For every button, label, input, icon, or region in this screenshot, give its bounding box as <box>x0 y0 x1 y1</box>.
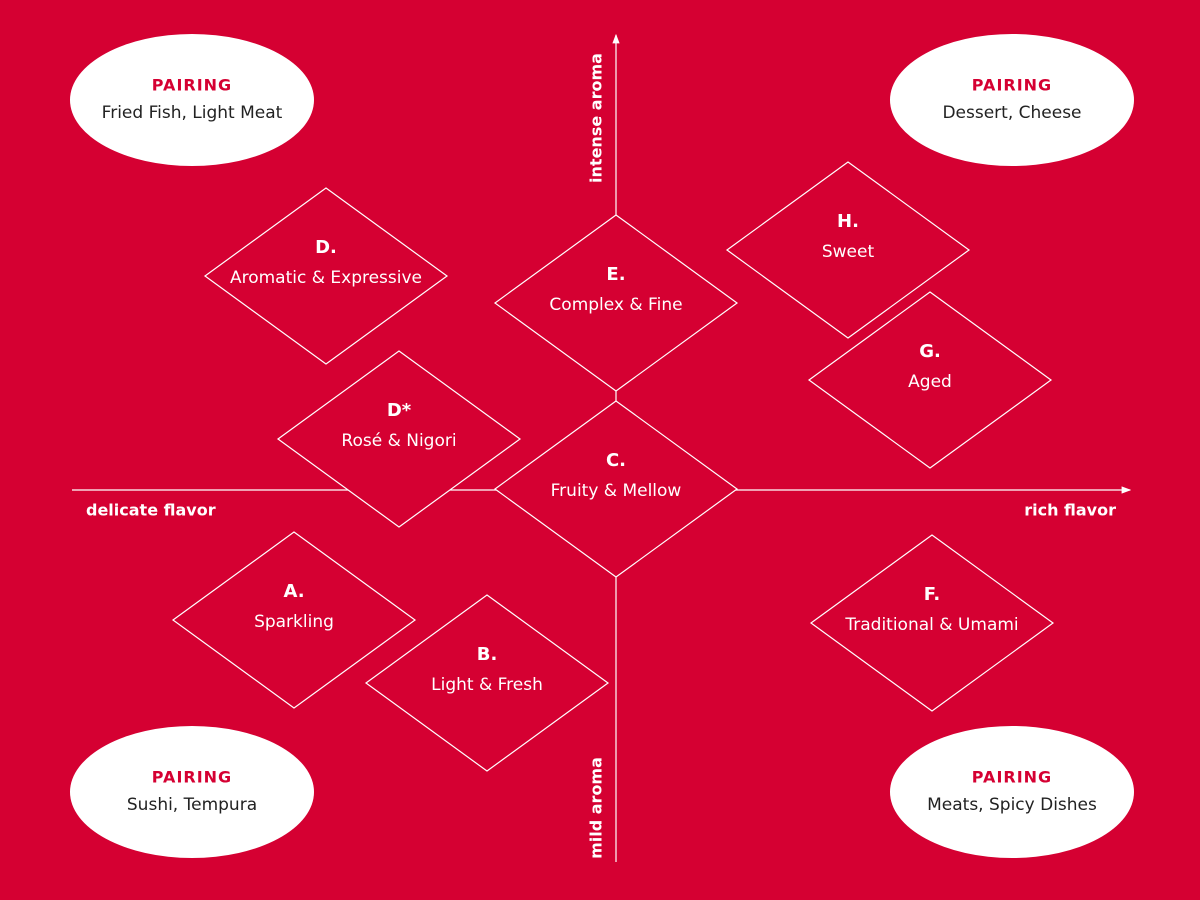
category-label: Fruity & Mellow <box>551 481 682 501</box>
axis-right-label: rich flavor <box>1024 501 1116 520</box>
category-diamond <box>171 531 417 709</box>
category-diamond <box>807 291 1053 469</box>
pairing-heading: PAIRING <box>972 76 1052 95</box>
category-letter: E. <box>606 264 625 285</box>
category-letter: F. <box>924 584 941 605</box>
category-letter: D. <box>315 237 337 258</box>
pairing-foods: Dessert, Cheese <box>942 103 1081 123</box>
category-letter: C. <box>606 450 626 471</box>
category-diamond <box>809 534 1055 712</box>
category-diamond <box>276 350 522 528</box>
category-label: Traditional & Umami <box>844 615 1018 635</box>
category-letter: G. <box>919 341 941 362</box>
category-diamond <box>203 187 449 365</box>
axis-left-label: delicate flavor <box>86 501 216 520</box>
pairing-bubble <box>70 34 314 166</box>
category-label: Aged <box>908 372 952 392</box>
category-label: Rosé & Nigori <box>341 431 456 451</box>
pairing-bubble <box>890 726 1134 858</box>
category-diamond <box>364 594 610 772</box>
category-label: Complex & Fine <box>549 295 682 315</box>
pairing-bubble <box>70 726 314 858</box>
pairing-bubble <box>890 34 1134 166</box>
category-diamond <box>493 214 739 392</box>
category-letter: D* <box>387 400 412 421</box>
category-label: Sweet <box>822 242 875 262</box>
pairing-foods: Meats, Spicy Dishes <box>927 795 1097 815</box>
category-letter: H. <box>837 211 859 232</box>
category-letter: B. <box>477 644 498 665</box>
pairing-heading: PAIRING <box>972 768 1052 787</box>
axis-top-label: intense aroma <box>587 53 606 183</box>
axis-bottom-label: mild aroma <box>587 757 606 859</box>
category-diamond <box>725 161 971 339</box>
pairing-foods: Sushi, Tempura <box>127 795 257 815</box>
category-letter: A. <box>283 581 304 602</box>
pairing-heading: PAIRING <box>152 768 232 787</box>
category-diamond <box>493 400 739 578</box>
category-label: Sparkling <box>254 612 334 632</box>
pairing-foods: Fried Fish, Light Meat <box>102 103 283 123</box>
category-label: Aromatic & Expressive <box>230 268 422 288</box>
pairing-heading: PAIRING <box>152 76 232 95</box>
category-label: Light & Fresh <box>431 675 543 695</box>
